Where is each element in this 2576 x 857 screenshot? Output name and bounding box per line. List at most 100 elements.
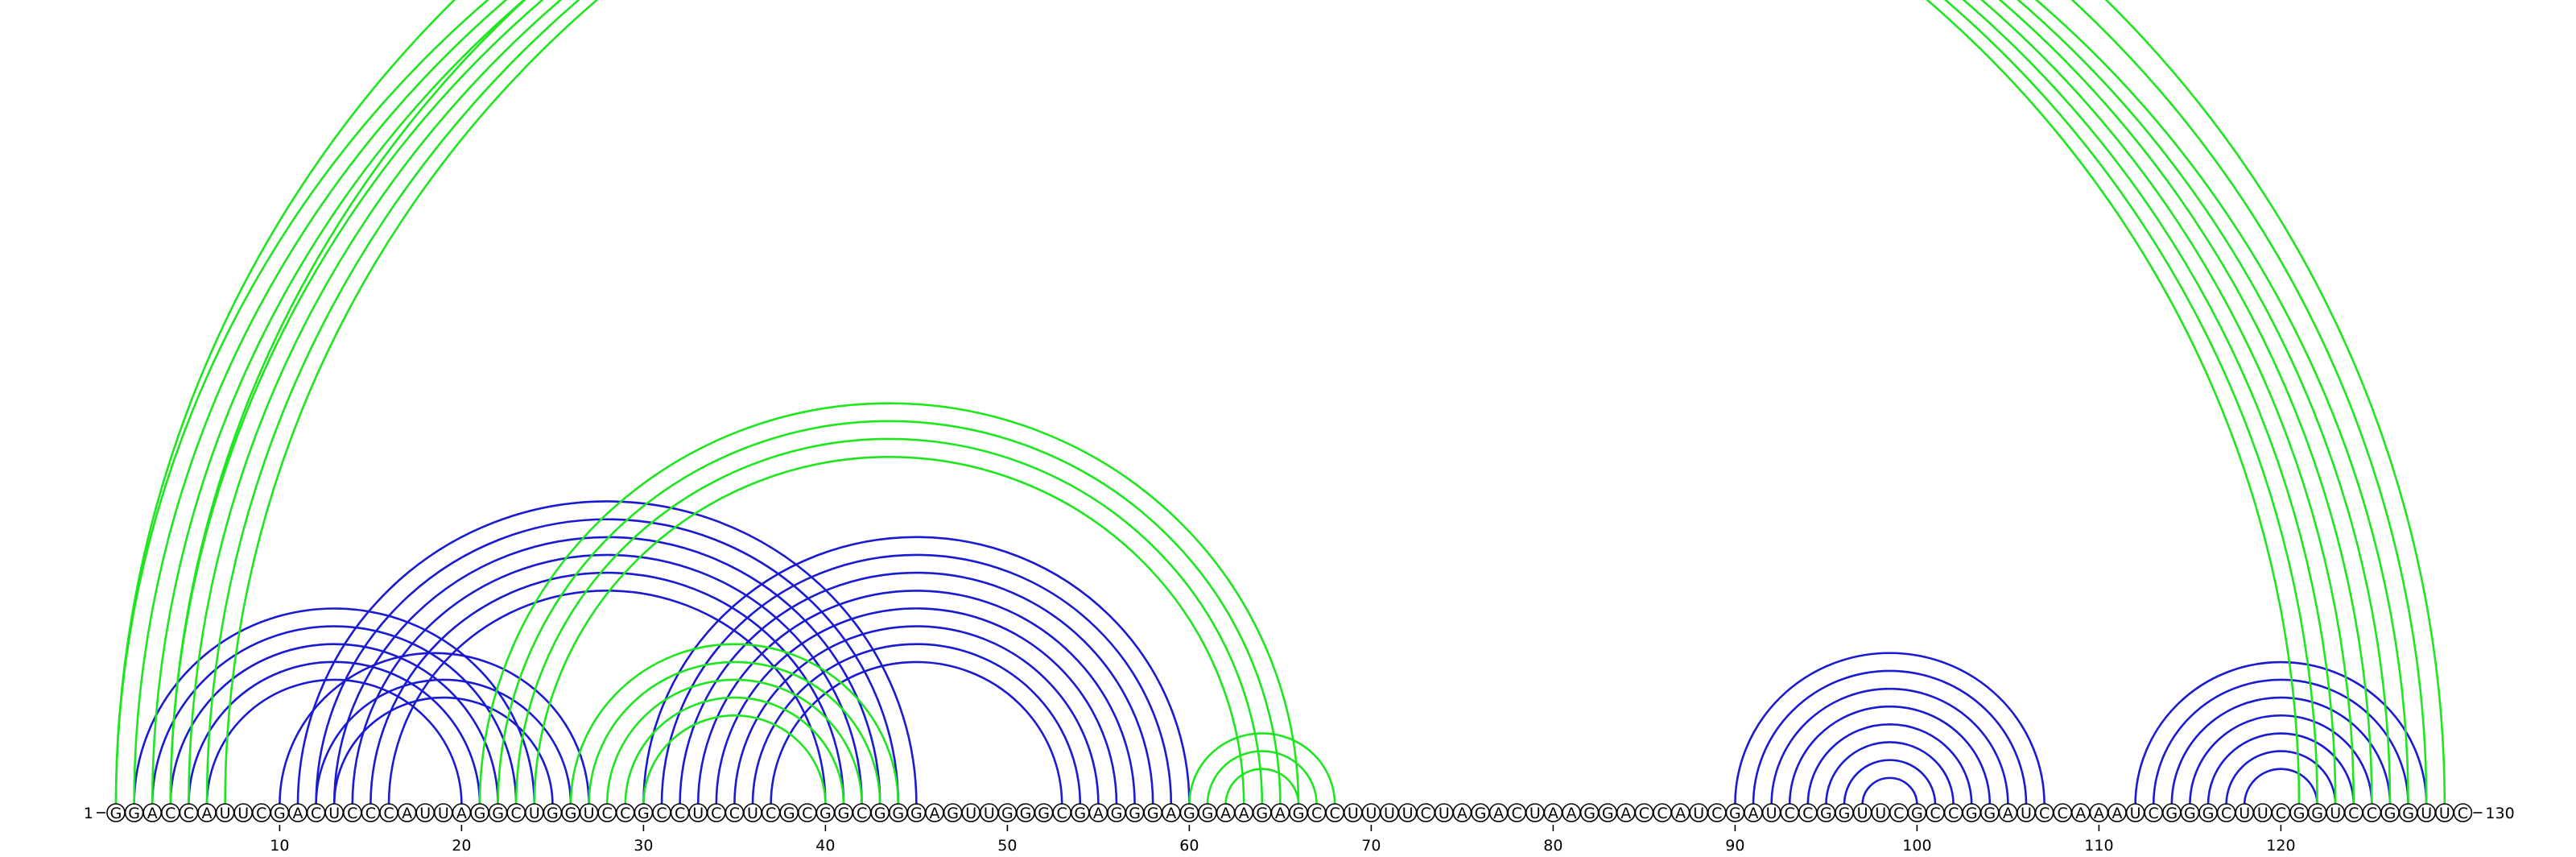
nucleotide: U: [233, 803, 254, 822]
nucleotide-letter: G: [2402, 805, 2414, 822]
nucleotide-letter: A: [1220, 805, 1231, 822]
nucleotide-letter: C: [802, 805, 812, 822]
nucleotide: G: [1725, 803, 1745, 822]
nucleotide-letter: C: [165, 805, 175, 822]
nucleotide-letter: G: [2384, 805, 2396, 822]
nucleotide: U: [215, 803, 235, 822]
nucleotide-letter: G: [1183, 805, 1195, 822]
nucleotide: U: [743, 803, 762, 822]
nucleotide: G: [779, 803, 799, 822]
blue-arc-35-55: [733, 625, 1100, 805]
blue-arc-118-122: [2243, 768, 2318, 805]
blue-arc-116-124: [2207, 732, 2355, 805]
nucleotide: C: [761, 803, 781, 822]
nucleotide-letter: A: [1748, 805, 1759, 822]
nucleotide-letter: U: [965, 805, 976, 822]
nucleotide: G: [1198, 803, 1217, 822]
nucleotide-letter: A: [1093, 805, 1104, 822]
nucleotide: U: [433, 803, 453, 822]
green-arc-29-41: [624, 696, 845, 805]
blue-arc-97-100: [1861, 776, 1918, 805]
blue-arc-10-27: [279, 652, 590, 805]
nucleotide-letter: C: [1330, 805, 1340, 822]
nucleotide-letter: C: [256, 805, 266, 822]
nucleotide-letter: G: [838, 805, 850, 822]
nucleotide: G: [1107, 803, 1126, 822]
nucleotide-letter: C: [1657, 805, 1667, 822]
nucleotide: G: [1034, 803, 1054, 822]
nucleotide-letter: A: [2094, 805, 2104, 822]
nucleotide-letter: U: [220, 805, 231, 822]
nucleotide-letter: G: [1111, 805, 1123, 822]
nucleotide: U: [1852, 803, 1872, 822]
tick-label: 90: [1725, 837, 1744, 855]
tick-label: 40: [815, 837, 835, 855]
blue-arc-14-42: [351, 553, 863, 805]
nucleotide: A: [1452, 803, 1472, 822]
nucleotide-letter: U: [2330, 805, 2341, 822]
nucleotide-letter: C: [711, 805, 721, 822]
nucleotide-letter: C: [729, 805, 740, 822]
nucleotide: G: [2398, 803, 2418, 822]
green-arc-24-63: [533, 455, 1245, 805]
tick-label: 80: [1543, 837, 1563, 855]
green-arc-60-68: [1188, 732, 1336, 805]
nucleotide-letter: G: [910, 805, 923, 822]
nucleotide: U: [1397, 803, 1418, 822]
nucleotide-letter: A: [2075, 805, 2086, 822]
blue-arc-16-40: [387, 590, 827, 805]
nucleotide-letter: U: [747, 805, 758, 822]
tick-label: 60: [1179, 837, 1199, 855]
blue-arc-34-56: [715, 607, 1118, 805]
nucleotide: U: [2326, 803, 2345, 822]
nucleotide-letter: U: [2239, 805, 2250, 822]
nucleotide-letter: C: [656, 805, 667, 822]
green-arc-7-127: [224, 0, 2409, 805]
nucleotide: A: [397, 803, 417, 822]
nucleotide: G: [124, 803, 144, 822]
nucleotide-letter: G: [1820, 805, 1832, 822]
nucleotide-letter: C: [1057, 805, 1067, 822]
nucleotide: A: [452, 803, 472, 822]
nucleotide-letter: A: [1275, 805, 1286, 822]
green-arc-1-121: [114, 0, 2301, 805]
nucleotide-letter: A: [202, 805, 213, 822]
tick-label: 120: [2266, 837, 2295, 855]
nucleotide: C: [342, 803, 362, 822]
nucleotide-letter: C: [311, 805, 321, 822]
nucleotide: C: [506, 803, 526, 822]
blue-arc-13-25: [332, 696, 554, 805]
blue-arc-114-126: [2170, 696, 2392, 805]
nucleotide: A: [1543, 803, 1563, 822]
nucleotide: G: [1143, 803, 1162, 822]
tick-label: 50: [997, 837, 1017, 855]
nucleotide-letter: G: [1020, 805, 1032, 822]
blue-arc-30-60: [642, 536, 1191, 805]
blue-arc-36-54: [751, 643, 1082, 805]
tick-label: 110: [2084, 837, 2113, 855]
blue-arc-32-58: [679, 571, 1154, 805]
nucleotide-letter: C: [383, 805, 394, 822]
nucleotide-letter: C: [2058, 805, 2068, 822]
blue-arc-12-26: [315, 678, 572, 805]
nucleotide: A: [1488, 803, 1509, 822]
nucleotide: C: [670, 803, 690, 822]
nucleotide-letter: G: [2311, 805, 2323, 822]
nucleotide: A: [2071, 803, 2091, 822]
nucleotide-letter: U: [1875, 805, 1886, 822]
nucleotide-letter: G: [492, 805, 504, 822]
nucleotide-letter: C: [675, 805, 685, 822]
nucleotide-letter: G: [1074, 805, 1086, 822]
nucleotide-letter: C: [2276, 805, 2286, 822]
green-arc-30-40: [642, 714, 827, 805]
nucleotide-letter: C: [2367, 805, 2377, 822]
nucleotide: U: [2435, 803, 2454, 822]
nucleotide: C: [1307, 803, 1327, 822]
nucleotide: A: [925, 803, 944, 822]
nucleotide-letter: U: [1384, 805, 1395, 822]
nucleotide: U: [1525, 803, 1545, 822]
nucleotide-letter: C: [620, 805, 630, 822]
nucleotide: C: [1707, 803, 1727, 822]
nucleotide-letter: G: [1729, 805, 1741, 822]
